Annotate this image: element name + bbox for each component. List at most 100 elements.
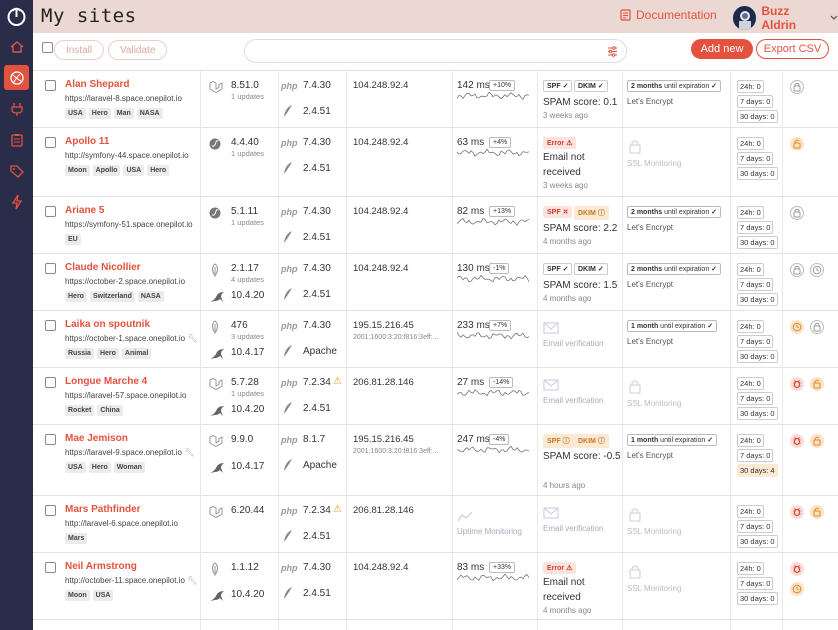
alert-bug-status[interactable] [790, 505, 804, 519]
site-name-link[interactable]: Claude Nicollier [65, 262, 141, 273]
sidebar-item-home[interactable] [4, 34, 29, 59]
tag-badge[interactable]: USA [123, 165, 145, 176]
table-row[interactable]: Mae Jemison https://laravel-9.space.onepi… [33, 425, 838, 496]
row-checkbox[interactable] [45, 320, 56, 331]
tag-badge[interactable]: Moon [65, 165, 90, 176]
alert-clock-status[interactable] [790, 320, 804, 334]
framework-updates[interactable]: 3 updates [231, 332, 264, 341]
tag-badge[interactable]: Woman [113, 462, 145, 473]
tag-badge[interactable]: Hero [88, 108, 111, 119]
alert-lock-status[interactable] [790, 206, 804, 220]
tag-badge[interactable]: Hero [96, 348, 119, 359]
sidebar-item-plug[interactable] [4, 96, 29, 121]
row-checkbox[interactable] [45, 206, 56, 217]
ssl-monitoring-label[interactable]: SSL Monitoring [627, 527, 682, 536]
row-checkbox[interactable] [45, 377, 56, 388]
ssl-monitoring-label[interactable]: SSL Monitoring [627, 159, 682, 168]
alert-clock-status[interactable] [790, 582, 804, 596]
sidebar-item-lightning[interactable] [4, 189, 29, 214]
sidebar-item-globe[interactable] [4, 65, 29, 90]
row-checkbox[interactable] [45, 562, 56, 573]
site-url[interactable]: https://laravel-57.space.onepilot.io [65, 391, 186, 400]
framework-updates[interactable]: 1 updates [231, 218, 264, 227]
site-url[interactable]: http://symfony-44.space.onepilot.io [65, 151, 189, 160]
alert-lock-status[interactable] [790, 263, 804, 277]
site-url[interactable]: https://laravel-9.space.onepilot.io 🔧︎ [65, 448, 194, 457]
site-name-link[interactable]: Neil Armstrong [65, 561, 137, 572]
framework-updates[interactable]: 1 updates [231, 92, 264, 101]
table-row[interactable]: Apollo 11 http://symfony-44.space.onepilo… [33, 128, 838, 197]
tag-badge[interactable]: EU [65, 234, 81, 245]
alert-clock-status[interactable] [810, 263, 824, 277]
site-name-link[interactable]: Ariane 5 [65, 205, 105, 216]
tag-badge[interactable]: NASA [137, 291, 164, 302]
site-name-link[interactable]: Alan Shepard [65, 79, 130, 90]
site-name-link[interactable]: Mars Pathfinder [65, 504, 141, 515]
framework-updates[interactable]: 1 updates [231, 389, 264, 398]
alert-bug-status[interactable] [790, 562, 804, 576]
row-checkbox[interactable] [45, 434, 56, 445]
uptime-monitoring-label[interactable]: Uptime Monitoring [457, 527, 522, 536]
table-row[interactable]: Claude Nicollier https://october-2.space.… [33, 254, 838, 311]
site-name-link[interactable]: Laika on spoutnik [65, 319, 151, 330]
row-checkbox[interactable] [45, 137, 56, 148]
site-url[interactable]: http://october-11.space.onepilot.io 🔧︎ [65, 576, 197, 585]
tag-badge[interactable]: Rocket [65, 405, 95, 416]
table-row[interactable]: Mars Pathfinder http://laravel-6.space.on… [33, 496, 838, 553]
table-row[interactable]: Laika on spoutnik https://october-1.space… [33, 311, 838, 368]
tag-badge[interactable]: USA [92, 590, 114, 601]
tag-badge[interactable]: USA [65, 462, 86, 473]
select-all-checkbox[interactable] [42, 42, 53, 53]
alert-unlock-status[interactable] [810, 505, 824, 519]
site-name-link[interactable]: Longue Marche 4 [65, 376, 148, 387]
site-url[interactable]: https://symfony-51.space.onepilot.io [65, 220, 193, 229]
alert-unlock-status[interactable] [810, 434, 824, 448]
validate-button[interactable]: Validate [108, 40, 168, 60]
site-url[interactable]: https://laravel-8.space.onepilot.io [65, 94, 182, 103]
email-verification-label[interactable]: Email verification [543, 339, 604, 348]
table-row[interactable] [33, 620, 838, 630]
search-input[interactable] [244, 39, 627, 63]
filter-icon[interactable] [607, 46, 618, 57]
user-menu[interactable]: Buzz Aldrin [733, 4, 838, 32]
row-checkbox[interactable] [45, 263, 56, 274]
ssl-monitoring-label[interactable]: SSL Monitoring [627, 584, 682, 593]
tag-badge[interactable]: Apollo [92, 165, 121, 176]
site-name-link[interactable]: Apollo 11 [65, 136, 110, 147]
framework-updates[interactable]: 4 updates [231, 275, 264, 284]
site-name-link[interactable]: Mae Jemison [65, 433, 128, 444]
ssl-monitoring-label[interactable]: SSL Monitoring [627, 399, 682, 408]
tag-badge[interactable]: Switzerland [89, 291, 135, 302]
site-url[interactable]: https://october-2.space.onepilot.io [65, 277, 185, 286]
add-new-button[interactable]: Add new [691, 39, 753, 59]
onepilot-logo[interactable] [6, 5, 27, 27]
tag-badge[interactable]: Hero [147, 165, 170, 176]
table-row[interactable]: Ariane 5 https://symfony-51.space.onepilo… [33, 197, 838, 254]
tag-badge[interactable]: Hero [65, 291, 87, 302]
alert-lock-status[interactable] [790, 80, 804, 94]
alert-bug-status[interactable] [790, 434, 804, 448]
alert-unlock-status[interactable] [790, 137, 804, 151]
tag-badge[interactable]: USA [65, 108, 86, 119]
framework-updates[interactable]: 1 updates [231, 149, 264, 158]
tag-badge[interactable]: Russia [65, 348, 94, 359]
alert-lock-status[interactable] [810, 320, 824, 334]
sidebar-item-tag[interactable] [4, 158, 29, 183]
export-csv-button[interactable]: Export CSV [756, 39, 829, 59]
site-url[interactable]: http://laravel-6.space.onepilot.io [65, 519, 178, 528]
site-url[interactable]: https://october-1.space.onepilot.io 🔧︎ [65, 334, 197, 343]
table-row[interactable]: Longue Marche 4 https://laravel-57.space.… [33, 368, 838, 425]
alert-bug-status[interactable] [790, 377, 804, 391]
install-button[interactable]: Install [54, 40, 105, 60]
table-row[interactable]: Alan Shepard https://laravel-8.space.onep… [33, 71, 838, 128]
alert-unlock-status[interactable] [810, 377, 824, 391]
tag-badge[interactable]: Animal [121, 348, 152, 359]
tag-badge[interactable]: Moon [65, 590, 90, 601]
email-verification-label[interactable]: Email verification [543, 524, 604, 533]
tag-badge[interactable]: Man [113, 108, 134, 119]
tag-badge[interactable]: Mars [65, 533, 88, 544]
tag-badge[interactable]: NASA [136, 108, 163, 119]
email-verification-label[interactable]: Email verification [543, 396, 604, 405]
row-checkbox[interactable] [45, 505, 56, 516]
sidebar-item-clipboard[interactable] [4, 127, 29, 152]
